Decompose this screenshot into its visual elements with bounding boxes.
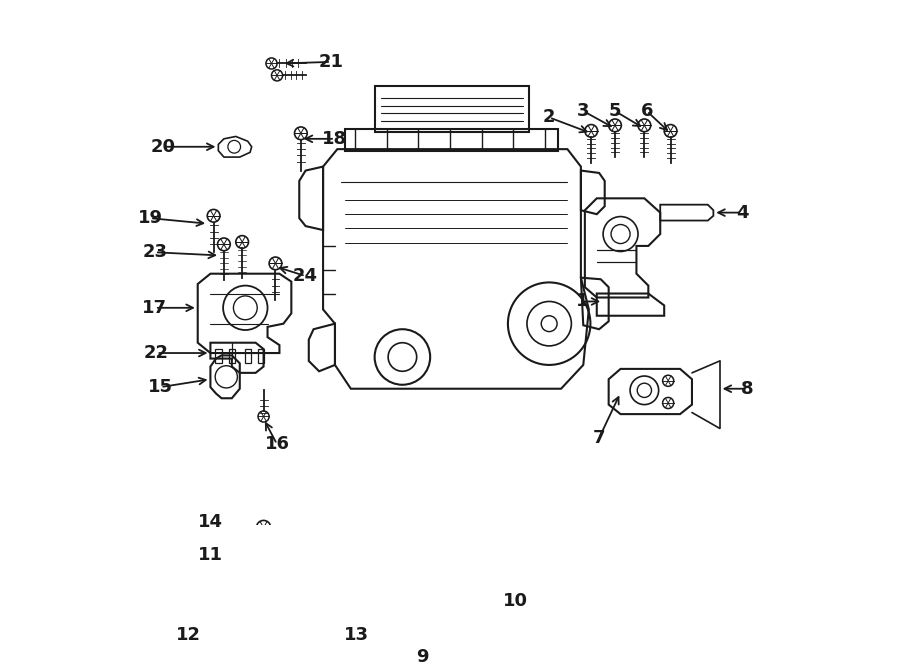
- Text: 6: 6: [641, 102, 653, 120]
- Text: 16: 16: [265, 435, 290, 453]
- Text: 2: 2: [543, 109, 555, 126]
- Bar: [374, 85, 529, 132]
- Text: 12: 12: [176, 626, 201, 643]
- Text: 19: 19: [138, 209, 163, 227]
- Text: 13: 13: [344, 626, 369, 643]
- Bar: [245, 349, 251, 363]
- Bar: [346, 128, 558, 151]
- Text: 10: 10: [502, 592, 527, 610]
- Text: 22: 22: [144, 344, 169, 362]
- Text: 20: 20: [150, 138, 176, 156]
- Text: 8: 8: [742, 380, 754, 398]
- Text: 1: 1: [576, 293, 589, 310]
- Text: 21: 21: [319, 53, 344, 71]
- Text: 3: 3: [577, 102, 590, 120]
- Bar: [258, 349, 265, 363]
- Text: 17: 17: [142, 299, 167, 317]
- Text: 18: 18: [322, 130, 347, 148]
- Text: 15: 15: [148, 378, 173, 396]
- Text: 23: 23: [142, 243, 167, 261]
- Text: 9: 9: [416, 648, 428, 662]
- Text: 24: 24: [293, 267, 318, 285]
- Text: 5: 5: [608, 102, 621, 120]
- Text: 7: 7: [593, 429, 606, 447]
- Bar: [229, 349, 235, 363]
- Bar: [215, 349, 221, 363]
- Text: 11: 11: [198, 546, 223, 564]
- Text: 14: 14: [198, 513, 223, 531]
- Text: 4: 4: [735, 204, 748, 222]
